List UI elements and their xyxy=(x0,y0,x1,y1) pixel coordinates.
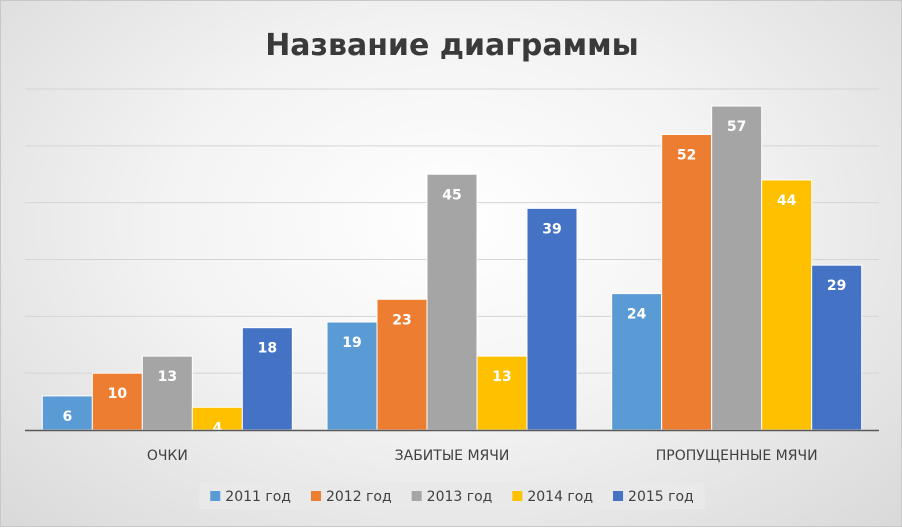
data-label: 45 xyxy=(442,187,461,203)
category-label: ОЧКИ xyxy=(147,448,188,464)
data-label: 44 xyxy=(777,193,797,209)
bar xyxy=(811,264,863,431)
data-label: 4 xyxy=(212,420,222,436)
data-label: 10 xyxy=(108,386,128,402)
bar xyxy=(376,298,428,431)
legend-swatch xyxy=(613,491,624,501)
legend-label: 2014 год xyxy=(527,489,593,505)
data-label: 6 xyxy=(62,409,72,425)
legend-label: 2015 год xyxy=(628,489,694,505)
data-label: 52 xyxy=(677,147,696,163)
bar xyxy=(761,179,813,431)
legend-label: 2012 год xyxy=(326,489,392,505)
chart-title: Название диаграммы xyxy=(265,28,639,63)
category-label: ЗАБИТЫЕ МЯЧИ xyxy=(395,448,510,464)
bar xyxy=(141,355,193,431)
data-label: 13 xyxy=(158,369,177,385)
legend-swatch xyxy=(310,491,321,501)
bar xyxy=(241,327,293,431)
legend-background xyxy=(199,483,705,509)
legend-swatch xyxy=(210,491,221,501)
bar xyxy=(91,372,143,431)
bar xyxy=(526,207,578,431)
data-label: 13 xyxy=(492,369,511,385)
data-label: 19 xyxy=(342,335,361,351)
category-labels: ОЧКИ ЗАБИТЫЕ МЯЧИ ПРОПУЩЕННЫЕ МЯЧИ xyxy=(147,448,818,464)
bars: 6 19 24 10 23 52 13 45 57 4 13 44 18 39 29 xyxy=(41,105,863,436)
data-label: 23 xyxy=(392,312,411,328)
data-label: 39 xyxy=(542,221,561,237)
legend-label: 2013 год xyxy=(427,489,493,505)
bar xyxy=(426,173,478,431)
category-label: ПРОПУЩЕННЫЕ МЯЧИ xyxy=(656,448,818,464)
data-label: 29 xyxy=(827,278,846,294)
legend-label: 2011 год xyxy=(225,489,291,505)
data-label: 57 xyxy=(727,119,746,135)
legend-swatch xyxy=(512,491,523,501)
legend-swatch xyxy=(411,491,422,501)
legend: 2011 год 2012 год 2013 год 2014 год 2015 год xyxy=(199,483,705,509)
bar xyxy=(711,105,763,431)
data-label: 24 xyxy=(627,307,647,323)
data-label: 18 xyxy=(258,341,277,357)
bar xyxy=(661,133,713,431)
bar xyxy=(476,355,528,431)
